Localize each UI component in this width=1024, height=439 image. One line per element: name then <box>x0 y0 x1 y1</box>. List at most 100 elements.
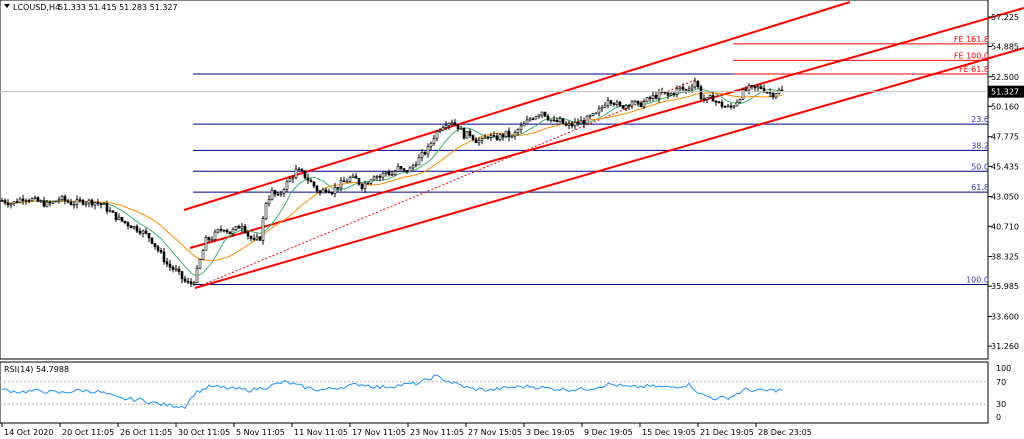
candle-body <box>402 168 406 171</box>
candle-body <box>345 181 349 183</box>
candle-body <box>561 118 565 125</box>
channel-line[interactable] <box>194 47 1024 289</box>
price-axis[interactable]: 57.225 54.885 52.500 50.160 47.775 45.435 43.0… <box>0 13 1024 351</box>
main-chart-area[interactable] <box>0 0 989 360</box>
candle-body <box>726 105 730 108</box>
candle-body <box>492 135 496 137</box>
candle-body <box>576 121 580 124</box>
x-tick-label: 30 Oct 11:05 <box>178 428 230 437</box>
candle-body <box>780 89 784 92</box>
candle-body <box>303 170 307 179</box>
candle-body <box>450 122 454 125</box>
candle-body <box>174 268 178 271</box>
candle-body <box>192 282 196 285</box>
candle-body <box>318 190 322 194</box>
candle-body <box>33 197 37 199</box>
candle-body <box>114 212 118 220</box>
candle-body <box>579 120 583 124</box>
candle-body <box>306 177 310 181</box>
candle-body <box>537 114 541 117</box>
symbol-label: LCOUSD,H4 <box>13 3 60 12</box>
y-tick-label: 40.710 <box>991 222 1019 231</box>
candle-body <box>372 176 376 181</box>
candle-body <box>270 190 274 200</box>
candle-body <box>6 202 10 206</box>
candle-body <box>699 86 703 100</box>
candle-body <box>708 95 712 98</box>
candle-body <box>246 232 250 237</box>
candle-body <box>648 97 652 99</box>
candle-body <box>24 199 28 202</box>
candle-body <box>201 250 205 260</box>
candle-body <box>99 203 103 206</box>
candle-body <box>453 122 457 125</box>
ma-slow-line <box>1 92 783 262</box>
y-tick-label: 43.050 <box>991 193 1019 202</box>
candle-body <box>309 180 313 183</box>
candle-body <box>120 216 124 222</box>
candle-body <box>81 200 85 205</box>
x-tick-label: 23 Nov 11:05 <box>410 428 464 437</box>
candle-body <box>267 199 271 205</box>
x-tick-label: 17 Nov 11:05 <box>352 428 406 437</box>
candle-body <box>465 131 469 139</box>
candle-body <box>618 101 622 106</box>
candle-body <box>486 136 490 139</box>
candle-body <box>180 271 184 280</box>
candle-body <box>390 174 394 176</box>
candle-body <box>168 263 172 268</box>
candle-body <box>324 189 328 192</box>
candle-body <box>723 106 727 108</box>
candle-body <box>432 138 436 144</box>
candle-body <box>27 199 31 202</box>
channel-line[interactable] <box>189 7 1024 249</box>
candle-body <box>573 121 577 127</box>
candle-body <box>261 218 265 241</box>
fibonacci-expansion[interactable]: FE 161.8 FE 100.0 FE 61.8 <box>733 35 989 75</box>
candle-body <box>75 199 79 205</box>
candle-body <box>549 119 553 122</box>
triangle-down-icon[interactable] <box>4 4 10 8</box>
candle-body <box>297 168 301 171</box>
candle-body <box>252 238 256 240</box>
candle-body <box>126 222 130 227</box>
candle-body <box>522 123 526 127</box>
candle-body <box>543 111 547 117</box>
candle-body <box>330 192 334 195</box>
candle-body <box>639 102 643 108</box>
candle-body <box>435 131 439 139</box>
candle-body <box>720 101 724 107</box>
candle-body <box>153 243 157 247</box>
candle-body <box>408 167 412 173</box>
candle-body <box>480 138 484 141</box>
candle-body <box>354 175 358 179</box>
candle-body <box>672 93 676 95</box>
candle-body <box>663 91 667 94</box>
x-tick-label: 11 Nov 11:05 <box>294 428 348 437</box>
candle-body <box>621 105 625 109</box>
rsi-panel[interactable] <box>0 361 989 424</box>
candle-body <box>339 180 343 189</box>
candle-body <box>606 100 610 106</box>
candle-body <box>393 170 397 175</box>
candle-body <box>417 157 421 166</box>
candle-body <box>711 95 715 102</box>
candle-body <box>681 86 685 90</box>
fe-level-label: FE 161.8 <box>954 35 989 44</box>
candle-body <box>636 100 640 104</box>
candle-body <box>42 200 46 207</box>
candle-body <box>597 108 601 114</box>
time-axis[interactable]: 14 Oct 2020 20 Oct 11:05 26 Oct 11:05 30 Oc… <box>1 423 812 437</box>
y-tick-label: 45.435 <box>991 162 1019 171</box>
candle-body <box>666 92 670 96</box>
candle-body <box>21 198 25 201</box>
candle-body <box>165 261 169 265</box>
candle-body <box>177 268 181 272</box>
candle-body <box>375 175 379 178</box>
candle-body <box>48 201 52 204</box>
candle-body <box>384 171 388 174</box>
candle-body <box>741 89 745 100</box>
candle-body <box>258 236 262 241</box>
fe-level-label: FE 61.8 <box>959 65 989 74</box>
x-tick-label: 15 Dec 19:05 <box>642 428 696 437</box>
